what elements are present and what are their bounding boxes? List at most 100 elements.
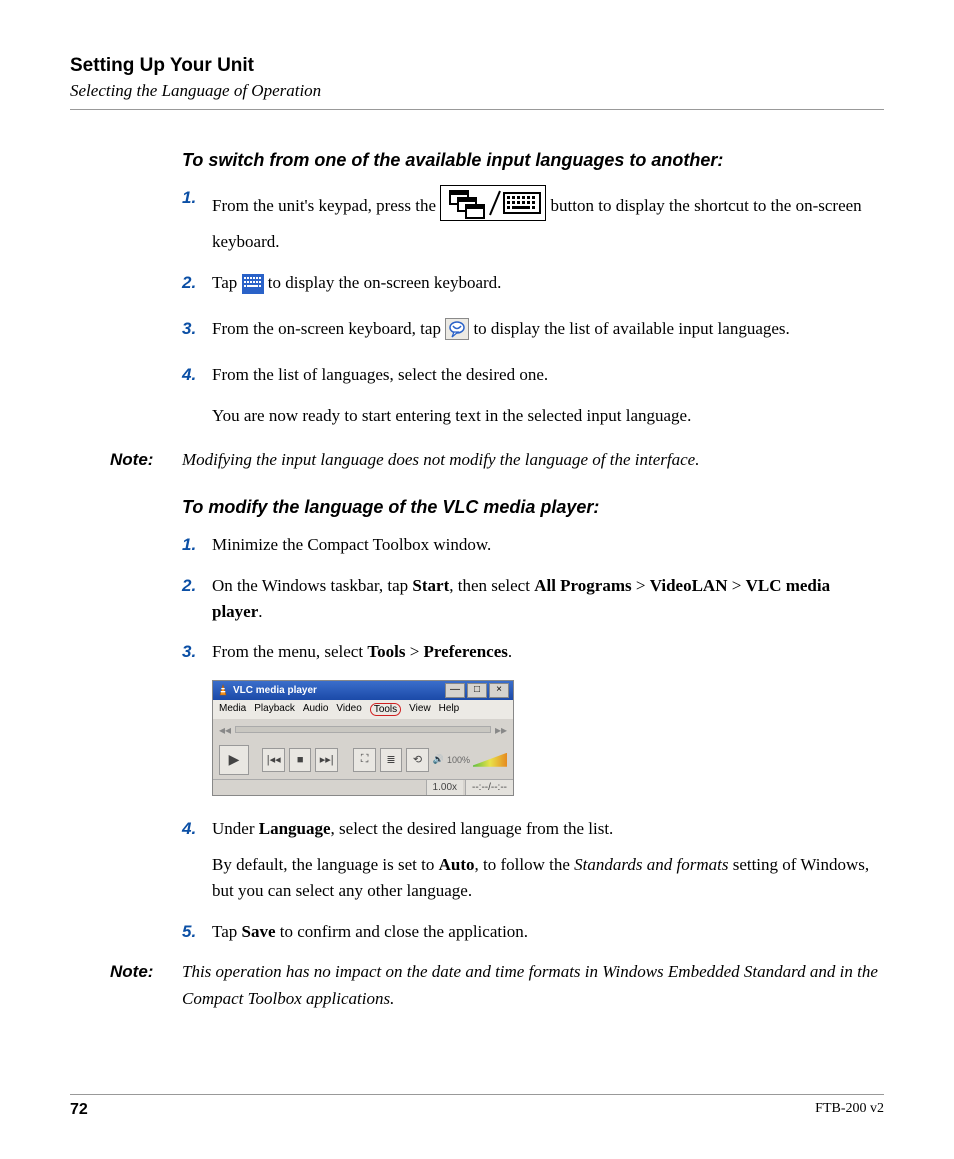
page-number: 72: [70, 1101, 88, 1119]
step-text: >: [727, 576, 745, 595]
vlc-title-text: VLC media player: [233, 685, 441, 696]
step-text: to display the list of available input l…: [473, 319, 789, 338]
step-text: From the on-screen keyboard, tap: [212, 319, 441, 338]
step-text: to confirm and close the application.: [276, 922, 529, 941]
close-button[interactable]: ×: [489, 683, 509, 698]
step-number: 3.: [182, 316, 212, 348]
loop-button[interactable]: ⟲: [406, 748, 428, 772]
step-number: 4.: [182, 816, 212, 905]
stop-button[interactable]: ■: [289, 748, 311, 772]
menu-view[interactable]: View: [409, 703, 431, 716]
step-body: From the unit's keypad, press the: [212, 185, 884, 256]
step-number: 4.: [182, 362, 212, 388]
volume-slider[interactable]: [473, 753, 507, 767]
step-text: Tap: [212, 922, 242, 941]
step-text: , to follow the: [475, 855, 575, 874]
procedure-heading-2: To modify the language of the VLC media …: [182, 497, 884, 518]
header-divider: [70, 109, 884, 110]
content-area: To switch from one of the available inpu…: [182, 150, 884, 429]
bold-term: Preferences: [424, 642, 508, 661]
vlc-window-buttons: ― □ ×: [445, 683, 509, 698]
step-row: 4. Under Language, select the desired la…: [182, 816, 884, 905]
step-body: From the on-screen keyboard, tap to disp…: [212, 316, 884, 348]
step-text: By default, the language is set to: [212, 855, 439, 874]
menu-help[interactable]: Help: [439, 703, 460, 716]
step-text: >: [632, 576, 650, 595]
prev-button[interactable]: |◂◂: [262, 748, 284, 772]
playlist-button[interactable]: ≣: [380, 748, 402, 772]
content-area: To modify the language of the VLC media …: [182, 497, 884, 945]
italic-term: Standards and formats: [574, 855, 728, 874]
windows-keyboard-button-icon: [440, 185, 546, 229]
seek-slider[interactable]: [235, 726, 491, 733]
step-body: From the list of languages, select the d…: [212, 362, 884, 388]
step-body: From the menu, select Tools > Preference…: [212, 639, 884, 665]
menu-playback[interactable]: Playback: [254, 703, 295, 716]
language-balloon-icon: [445, 318, 469, 348]
step-row: 2. Tap to display the on-screen keyboard…: [182, 270, 884, 302]
step-text: , select the desired language from the l…: [331, 819, 614, 838]
note-label: Note:: [110, 959, 182, 1012]
closing-paragraph: You are now ready to start entering text…: [212, 403, 884, 429]
step-row: 3. From the menu, select Tools > Prefere…: [182, 639, 884, 665]
seek-fwd-icon[interactable]: ▸▸: [495, 723, 507, 737]
playback-time: --:--/--:--: [465, 780, 513, 795]
document-id: FTB-200 v2: [815, 1101, 884, 1119]
step-text: Tap: [212, 273, 237, 292]
vlc-cone-icon: [217, 684, 229, 696]
step-row: 1. Minimize the Compact Toolbox window.: [182, 532, 884, 558]
speaker-icon[interactable]: 🔊: [433, 754, 444, 765]
step-body: On the Windows taskbar, tap Start, then …: [212, 573, 884, 626]
maximize-button[interactable]: □: [467, 683, 487, 698]
volume-area: 🔊 100%: [433, 753, 507, 767]
minimize-button[interactable]: ―: [445, 683, 465, 698]
step-number: 5.: [182, 919, 212, 945]
step-row: 3. From the on-screen keyboard, tap to d…: [182, 316, 884, 348]
seek-back-icon[interactable]: ◂◂: [219, 723, 231, 737]
step-text: From the menu, select: [212, 642, 367, 661]
playback-speed: 1.00x: [426, 780, 463, 795]
step-text: to display the on-screen keyboard.: [268, 273, 502, 292]
step-text: .: [258, 602, 262, 621]
procedure-heading-1: To switch from one of the available inpu…: [182, 150, 884, 171]
next-button[interactable]: ▸▸|: [315, 748, 337, 772]
step-number: 3.: [182, 639, 212, 665]
vlc-status-bar: 1.00x --:--/--:--: [213, 779, 513, 795]
bold-term: Language: [259, 819, 331, 838]
onscreen-keyboard-icon: [242, 274, 264, 302]
menu-media[interactable]: Media: [219, 703, 246, 716]
page-footer: 72 FTB-200 v2: [70, 1094, 884, 1119]
step-number: 2.: [182, 573, 212, 626]
document-page: Setting Up Your Unit Selecting the Langu…: [0, 0, 954, 1159]
step-text: From the unit's keypad, press the: [212, 196, 436, 215]
vlc-seek-row: ◂◂ ▸▸: [213, 719, 513, 741]
step-number: 2.: [182, 270, 212, 302]
step-number: 1.: [182, 532, 212, 558]
step-text: >: [405, 642, 423, 661]
step-row: 5. Tap Save to confirm and close the app…: [182, 919, 884, 945]
step-row: 4. From the list of languages, select th…: [182, 362, 884, 388]
volume-label: 100%: [447, 755, 470, 765]
menu-audio[interactable]: Audio: [303, 703, 329, 716]
step-number: 1.: [182, 185, 212, 256]
note-text: Modifying the input language does not mo…: [182, 447, 884, 473]
bold-term: Save: [242, 922, 276, 941]
play-button[interactable]: ▶: [219, 745, 249, 775]
menu-video[interactable]: Video: [336, 703, 361, 716]
step-body: Tap Save to confirm and close the applic…: [212, 919, 884, 945]
menu-tools-highlighted[interactable]: Tools: [370, 703, 401, 716]
bold-term: Tools: [367, 642, 405, 661]
footer-divider: [70, 1094, 884, 1095]
note-label: Note:: [110, 447, 182, 473]
step-row: 2. On the Windows taskbar, tap Start, th…: [182, 573, 884, 626]
step-text: On the Windows taskbar, tap: [212, 576, 412, 595]
bold-term: Start: [412, 576, 449, 595]
step-body: Under Language, select the desired langu…: [212, 816, 884, 905]
fullscreen-button[interactable]: ⛶: [353, 748, 375, 772]
section-subtitle: Selecting the Language of Operation: [70, 81, 884, 101]
bold-term: VideoLAN: [650, 576, 728, 595]
note-block: Note: This operation has no impact on th…: [70, 959, 884, 1012]
note-text: This operation has no impact on the date…: [182, 959, 884, 1012]
vlc-controls-row: ▶ |◂◂ ■ ▸▸| ⛶ ≣ ⟲ 🔊 100%: [213, 741, 513, 779]
step-body: Tap to display the on-screen keyboard.: [212, 270, 884, 302]
